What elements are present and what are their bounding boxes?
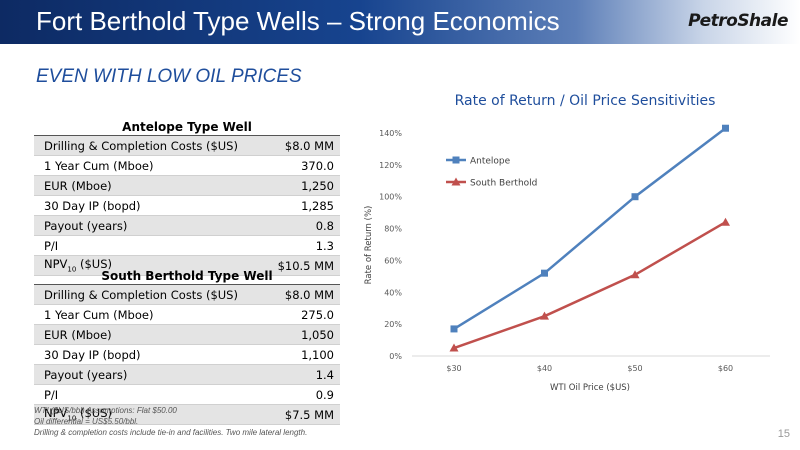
- chart-title: Rate of Return / Oil Price Sensitivities: [454, 93, 716, 109]
- table-row: 30 Day IP (bopd) 1,100: [34, 344, 340, 365]
- table-row: Drilling & Completion Costs ($US) $8.0 MM: [34, 135, 340, 156]
- table-row: 1 Year Cum (Mboe) 275.0: [34, 304, 340, 325]
- row-label: Drilling & Completion Costs ($US): [34, 284, 268, 305]
- data-point: [721, 217, 730, 226]
- row-label: NPV10 ($US): [34, 404, 268, 425]
- data-point: [541, 269, 548, 277]
- petroshale-logo: PetroShale: [688, 11, 788, 31]
- row-value: 1,250: [261, 175, 340, 196]
- y-tick-label: 40%: [384, 288, 402, 297]
- south-berthold-table: Drilling & Completion Costs ($US) $8.0 MM…: [34, 284, 340, 425]
- series-line: [453, 127, 727, 330]
- y-tick-label: 140%: [379, 129, 402, 138]
- legend-swatch-marker: [451, 177, 461, 186]
- y-tick-label: 20%: [384, 320, 402, 329]
- legend-label: South Berthold: [470, 179, 537, 189]
- footnotes: WTI ($US/bbl) Assumptions: Flat $50.00 O…: [34, 405, 307, 438]
- data-point: [631, 193, 639, 201]
- table-row: EUR (Mboe) 1,250: [34, 175, 340, 196]
- npv-subscript: 10: [67, 265, 77, 274]
- table-row: Drilling & Completion Costs ($US) $8.0 MM: [34, 284, 340, 305]
- title-bar: Fort Berthold Type Wells – Strong Econom…: [0, 0, 800, 44]
- y-tick-label: 120%: [379, 161, 402, 170]
- row-label: Payout (years): [34, 215, 262, 236]
- row-label: 30 Day IP (bopd): [34, 344, 268, 365]
- row-value: 275.0: [267, 304, 340, 325]
- row-label: P/I: [34, 384, 268, 405]
- row-value: 1,050: [267, 324, 340, 345]
- antelope-table-title: Antelope Type Well: [122, 120, 252, 134]
- slide-subtitle: EVEN WITH LOW OIL PRICES: [36, 66, 302, 87]
- npv-label: NPV: [44, 406, 68, 421]
- footnote-line: Drilling & completion costs include tie-…: [34, 428, 308, 437]
- data-point: [450, 325, 458, 333]
- y-tick-label: 80%: [384, 225, 402, 234]
- y-axis-title: Rate of Return (%): [364, 206, 374, 285]
- footnote-line: Oil differential = US$5.50/bbl.: [34, 417, 139, 426]
- npv-label: NPV: [44, 257, 68, 272]
- row-value: 0.8: [261, 215, 340, 236]
- x-tick-label: $60: [718, 364, 733, 373]
- row-value: 370.0: [261, 155, 340, 176]
- footnote-line: WTI ($US/bbl) Assumptions: Flat $50.00: [34, 406, 177, 415]
- page-number: 15: [777, 428, 790, 440]
- x-axis-title: WTI Oil Price ($US): [550, 383, 630, 393]
- row-label: Payout (years): [34, 364, 268, 385]
- x-tick-label: $50: [627, 364, 642, 373]
- row-value: 1,285: [261, 195, 340, 216]
- row-label: P/I: [34, 235, 262, 256]
- y-tick-label: 100%: [379, 193, 402, 202]
- table-row: P/I 0.9: [34, 384, 340, 405]
- y-tick-label: 60%: [384, 256, 402, 265]
- npv-label-tail: ($US): [76, 257, 112, 272]
- row-label: 1 Year Cum (Mboe): [34, 155, 262, 176]
- table-row: 30 Day IP (bopd) 1,285: [34, 195, 340, 216]
- row-value: $10.5 MM: [261, 255, 340, 276]
- npv-subscript: 10: [67, 414, 77, 423]
- row-label: EUR (Mboe): [34, 324, 268, 345]
- x-tick-label: $40: [537, 364, 552, 373]
- data-point: [540, 311, 549, 320]
- data-point: [630, 270, 640, 279]
- table-row: Payout (years) 0.8: [34, 215, 340, 236]
- table-row: 1 Year Cum (Mboe) 370.0: [34, 155, 340, 176]
- south-berthold-table-title: South Berthold Type Well: [101, 269, 273, 283]
- row-value: 1.4: [267, 364, 340, 385]
- data-point: [722, 124, 729, 132]
- row-label: 30 Day IP (bopd): [34, 195, 262, 216]
- row-value: 1,100: [267, 344, 340, 365]
- row-label: NPV10 ($US): [34, 255, 262, 276]
- antelope-table: Drilling & Completion Costs ($US) $8.0 MM…: [34, 135, 340, 276]
- data-point: [449, 343, 459, 352]
- row-value: $8.0 MM: [267, 284, 340, 305]
- slide-title: Fort Berthold Type Wells – Strong Econom…: [36, 6, 560, 36]
- y-tick-label: 0%: [389, 352, 402, 361]
- series-line: [453, 221, 727, 350]
- table-row: NPV10 ($US) $7.5 MM: [34, 404, 340, 425]
- row-value: 1.3: [261, 235, 340, 256]
- legend-swatch-marker: [452, 156, 460, 164]
- table-row: NPV10 ($US) $10.5 MM: [34, 255, 340, 276]
- x-tick-label: $30: [446, 364, 461, 373]
- table-row: Payout (years) 1.4: [34, 364, 340, 385]
- table-row: P/I 1.3: [34, 235, 340, 256]
- npv-label-tail: ($US): [76, 406, 112, 421]
- row-value: $7.5 MM: [267, 404, 340, 425]
- table-row: EUR (Mboe) 1,050: [34, 324, 340, 345]
- row-label: 1 Year Cum (Mboe): [34, 304, 268, 325]
- row-label: EUR (Mboe): [34, 175, 262, 196]
- legend-label: Antelope: [470, 157, 511, 167]
- row-value: $8.0 MM: [261, 135, 340, 156]
- row-label: Drilling & Completion Costs ($US): [34, 135, 262, 156]
- row-value: 0.9: [267, 384, 340, 405]
- ror-line-chart: 0% 20% 40% 60% 80% 100% 120% 140% $30 $40 $50 $60 WT…: [364, 124, 770, 393]
